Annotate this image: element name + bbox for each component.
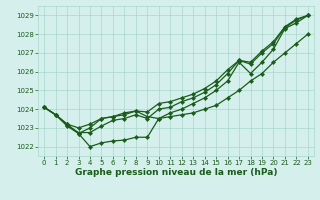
- X-axis label: Graphe pression niveau de la mer (hPa): Graphe pression niveau de la mer (hPa): [75, 168, 277, 177]
